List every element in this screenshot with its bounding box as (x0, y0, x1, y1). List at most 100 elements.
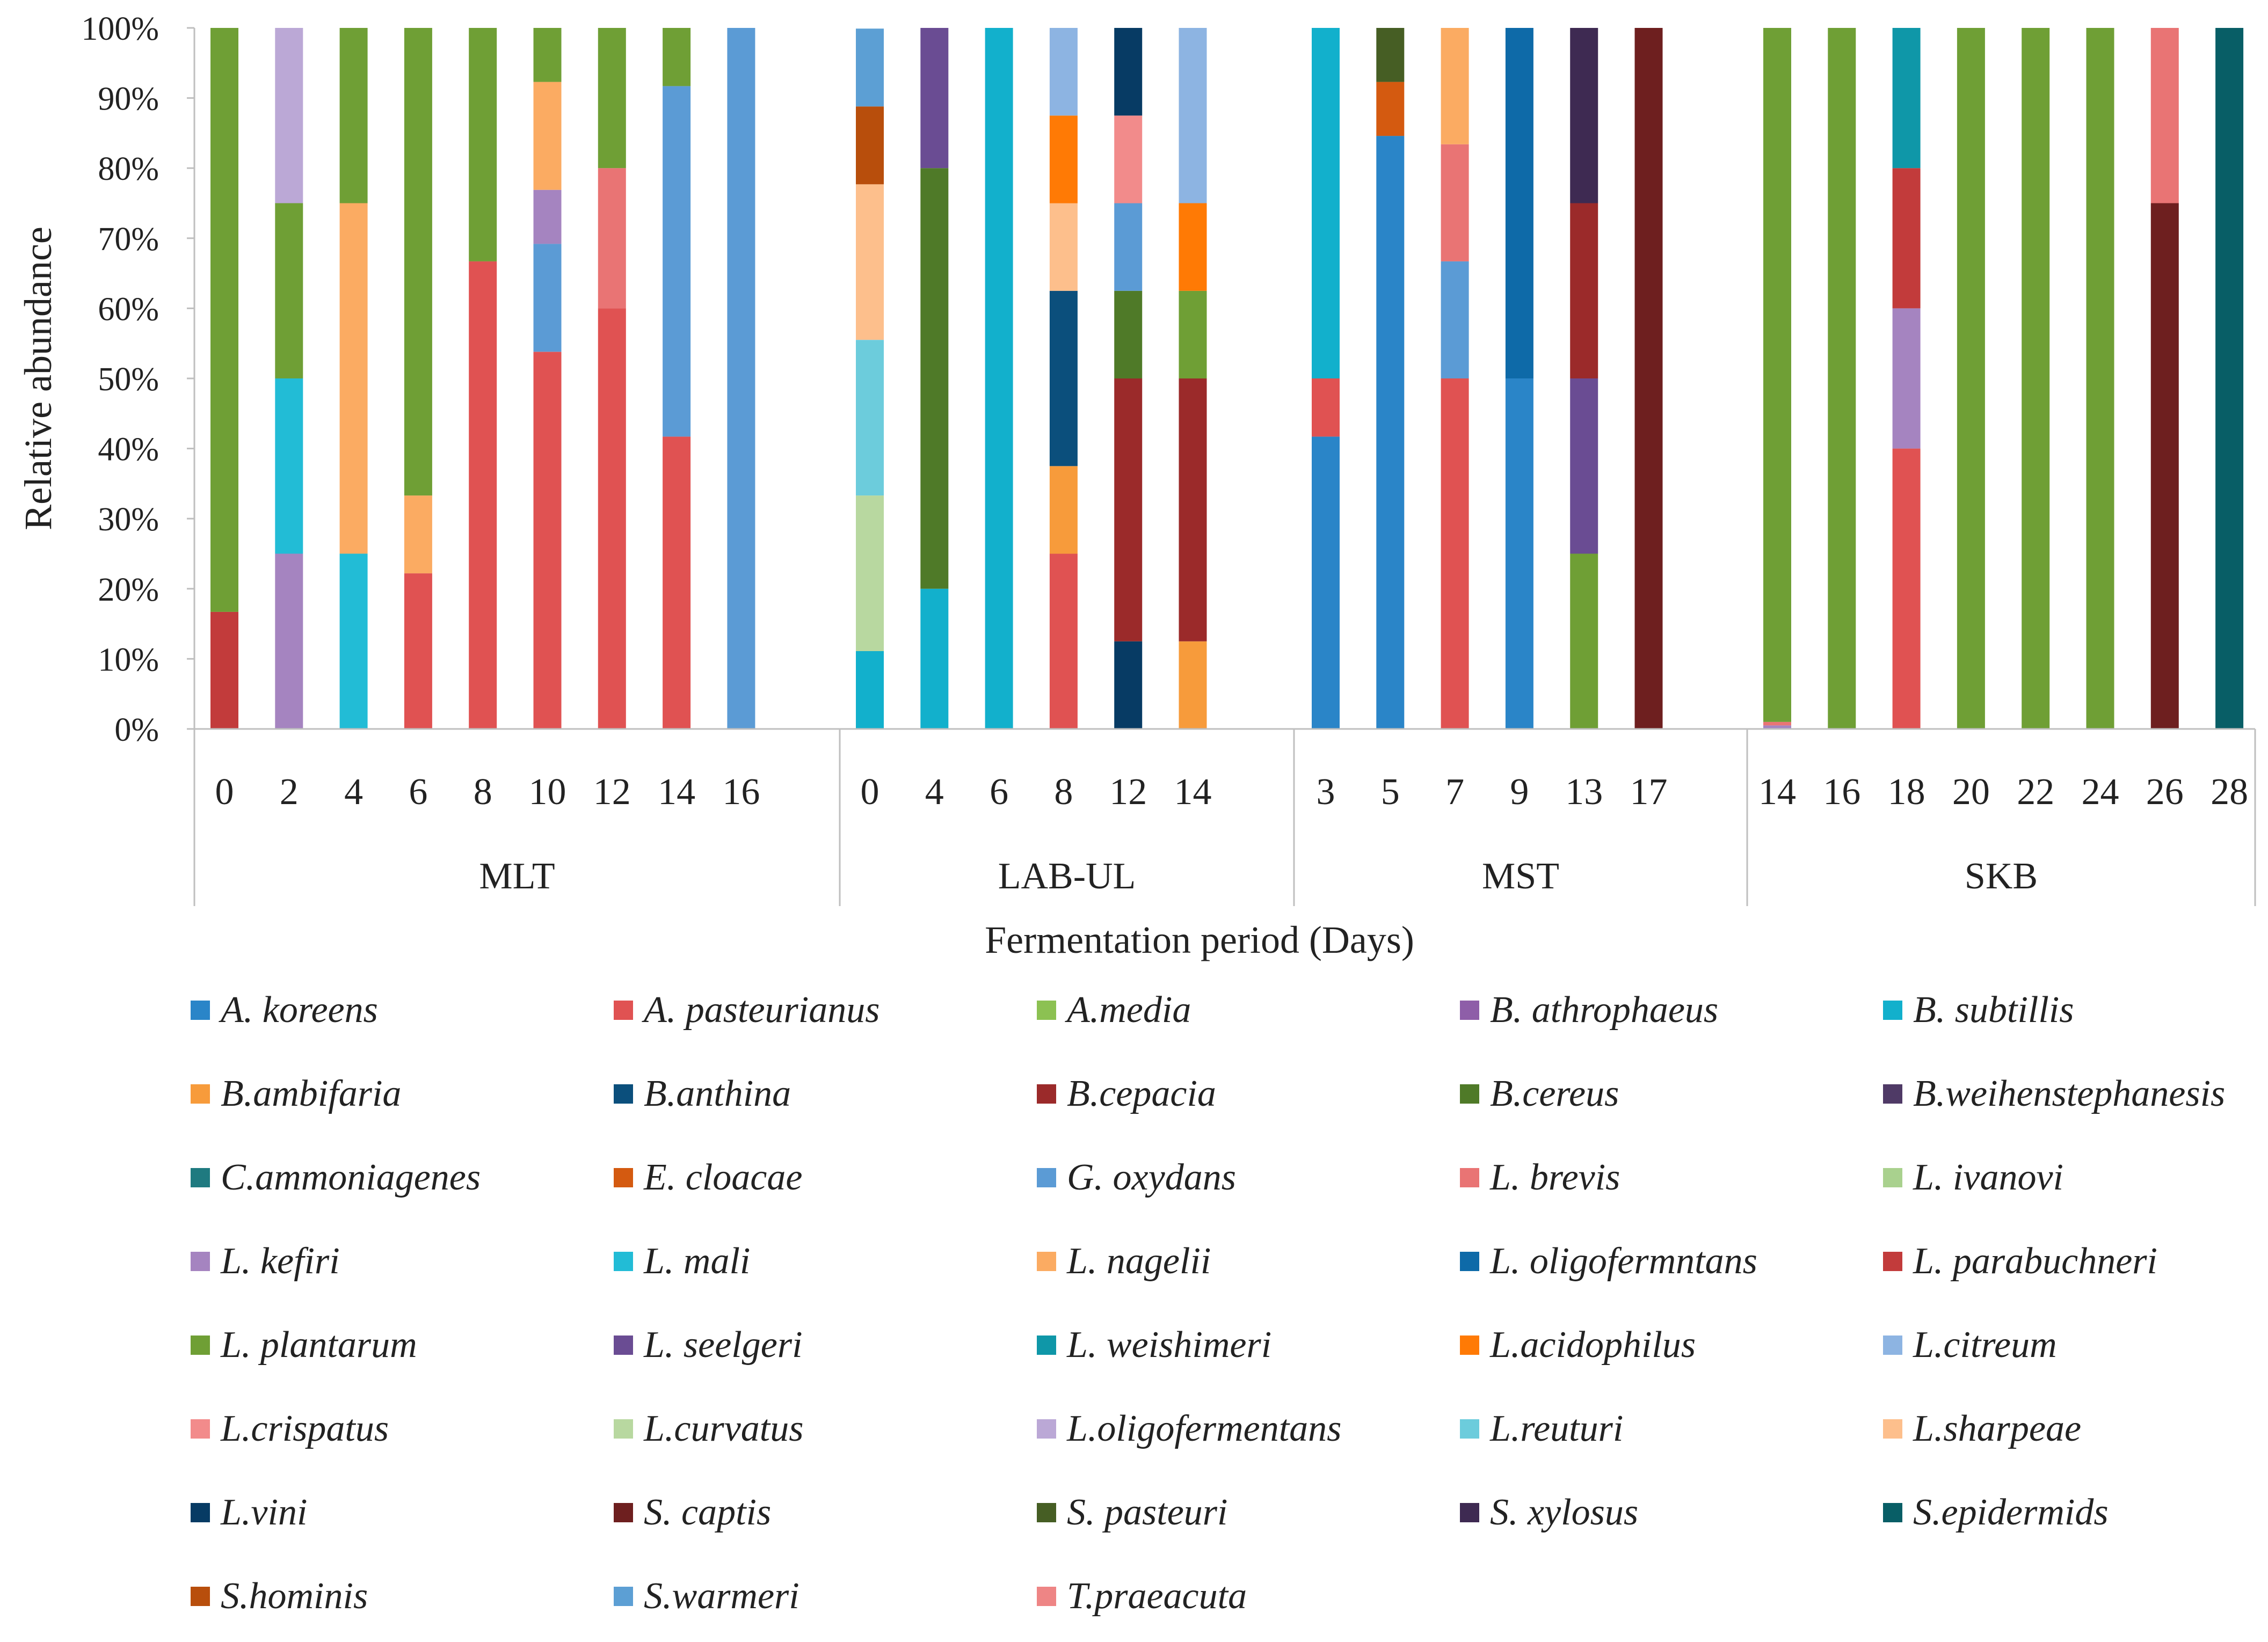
bar-segment (1312, 378, 1340, 437)
x-tick-label: 22 (2017, 771, 2054, 813)
legend-swatch (1883, 1336, 1902, 1355)
bar-segment (598, 168, 626, 309)
legend-swatch (1460, 1503, 1479, 1522)
legend-label: L.sharpeae (1913, 1408, 2082, 1449)
bar-segment (1049, 115, 1078, 203)
legend-label: S. xylosus (1490, 1492, 1639, 1533)
bar-segment (1179, 203, 1207, 291)
legend-label: S. captis (644, 1492, 772, 1533)
x-tick-label: 12 (1109, 771, 1147, 813)
x-tick-label: 8 (1054, 771, 1073, 813)
bar-segment (1312, 436, 1340, 729)
y-tick-label: 50% (98, 361, 159, 398)
legend-label: L.acidophilus (1490, 1324, 1696, 1366)
legend-swatch (1460, 1419, 1479, 1439)
legend-swatch (1037, 1001, 1056, 1020)
legend-label: L.vini (221, 1492, 308, 1533)
bar-segment (469, 28, 497, 261)
y-tick-label: 60% (98, 291, 159, 327)
legend-item: A. pasteurianus (614, 989, 879, 1032)
legend-label: L. weishimeri (1067, 1324, 1272, 1366)
legend-item: L. seelgeri (614, 1324, 803, 1367)
legend-item: T.praeacuta (1037, 1575, 1247, 1618)
legend-item: S. pasteuri (1037, 1491, 1227, 1534)
legend-item: L.acidophilus (1460, 1324, 1696, 1367)
legend-label: L. plantarum (221, 1324, 417, 1366)
legend-label: L.oligofermentans (1067, 1408, 1342, 1449)
bar-segment (210, 28, 238, 612)
bar-segment (856, 106, 884, 185)
bar-segment (920, 168, 949, 589)
bar-segment (920, 588, 949, 729)
bar-segment (2150, 203, 2179, 729)
legend-label: B.cepacia (1067, 1073, 1216, 1114)
bar-segment (2022, 28, 2050, 729)
legend-swatch (1037, 1336, 1056, 1355)
x-tick-label: 7 (1445, 771, 1464, 813)
bar-segment (275, 28, 303, 203)
legend-label: A.media (1067, 989, 1191, 1031)
legend: A. koreens A. pasteurianus A.media B. athro… (191, 989, 2263, 1633)
bar-segment (1570, 203, 1598, 378)
bar-segment (339, 553, 368, 729)
legend-item: B.cepacia (1037, 1072, 1216, 1115)
bar-segment (1114, 378, 1143, 641)
bar-segment (1114, 28, 1143, 116)
legend-label: L. oligofermntans (1490, 1240, 1757, 1282)
legend-swatch (1883, 1168, 1902, 1187)
legend-item: E. cloacae (614, 1156, 802, 1199)
legend-label: L. parabuchneri (1913, 1240, 2157, 1282)
legend-item: S.hominis (191, 1575, 368, 1618)
bar-segment (727, 28, 755, 729)
x-tick-label: 14 (1758, 771, 1796, 813)
x-tick-label: 0 (861, 771, 879, 813)
bar-segment (404, 28, 432, 496)
legend-label: A. koreens (221, 989, 378, 1031)
legend-swatch (191, 1084, 210, 1104)
y-tick-label: 40% (98, 432, 159, 468)
bar-segment (1114, 290, 1143, 379)
legend-label: L. brevis (1490, 1157, 1620, 1198)
bar-segment (404, 495, 432, 574)
legend-label: L. nagelii (1067, 1240, 1211, 1282)
legend-label: B.cereus (1490, 1073, 1619, 1114)
legend-label: L. kefiri (221, 1240, 340, 1282)
bar-segment (598, 308, 626, 729)
bar-segment (1049, 466, 1078, 554)
bar-segment (1049, 28, 1078, 116)
x-tick-label: 2 (280, 771, 299, 813)
bar-segment (1376, 82, 1405, 136)
legend-item: B.ambifaria (191, 1072, 401, 1115)
y-tick-label: 100% (81, 11, 159, 47)
legend-label: A. pasteurianus (644, 989, 880, 1031)
bar-segment (339, 28, 368, 203)
bar-segment (469, 261, 497, 729)
legend-label: B.anthina (644, 1073, 791, 1114)
bar-segment (275, 553, 303, 729)
legend-label: B.ambifaria (221, 1073, 402, 1114)
y-tick-label: 30% (98, 501, 159, 538)
bar-segment (1441, 144, 1469, 261)
legend-label: L. mali (644, 1240, 751, 1282)
bar-segment (920, 28, 949, 169)
bar-segment (598, 28, 626, 169)
legend-label: L.reuturi (1490, 1408, 1624, 1449)
x-tick-label: 14 (1174, 771, 1212, 813)
legend-label: S.warmeri (644, 1575, 799, 1617)
x-tick-label: 10 (529, 771, 566, 813)
legend-swatch (1883, 1252, 1902, 1271)
bar-segment (1957, 28, 1985, 729)
bar-segment (339, 203, 368, 554)
bar-segment (1892, 308, 1921, 449)
bar-segment (1114, 203, 1143, 291)
x-tick-label: 24 (2082, 771, 2119, 813)
bar-segment (1376, 136, 1405, 729)
group-label: MST (1482, 856, 1559, 897)
y-tick-label: 70% (98, 221, 159, 258)
legend-item: B.weihenstephanesis (1883, 1072, 2225, 1115)
bar-segment (1179, 378, 1207, 641)
bar-segment (1049, 203, 1078, 291)
legend-label: S.hominis (221, 1575, 368, 1617)
